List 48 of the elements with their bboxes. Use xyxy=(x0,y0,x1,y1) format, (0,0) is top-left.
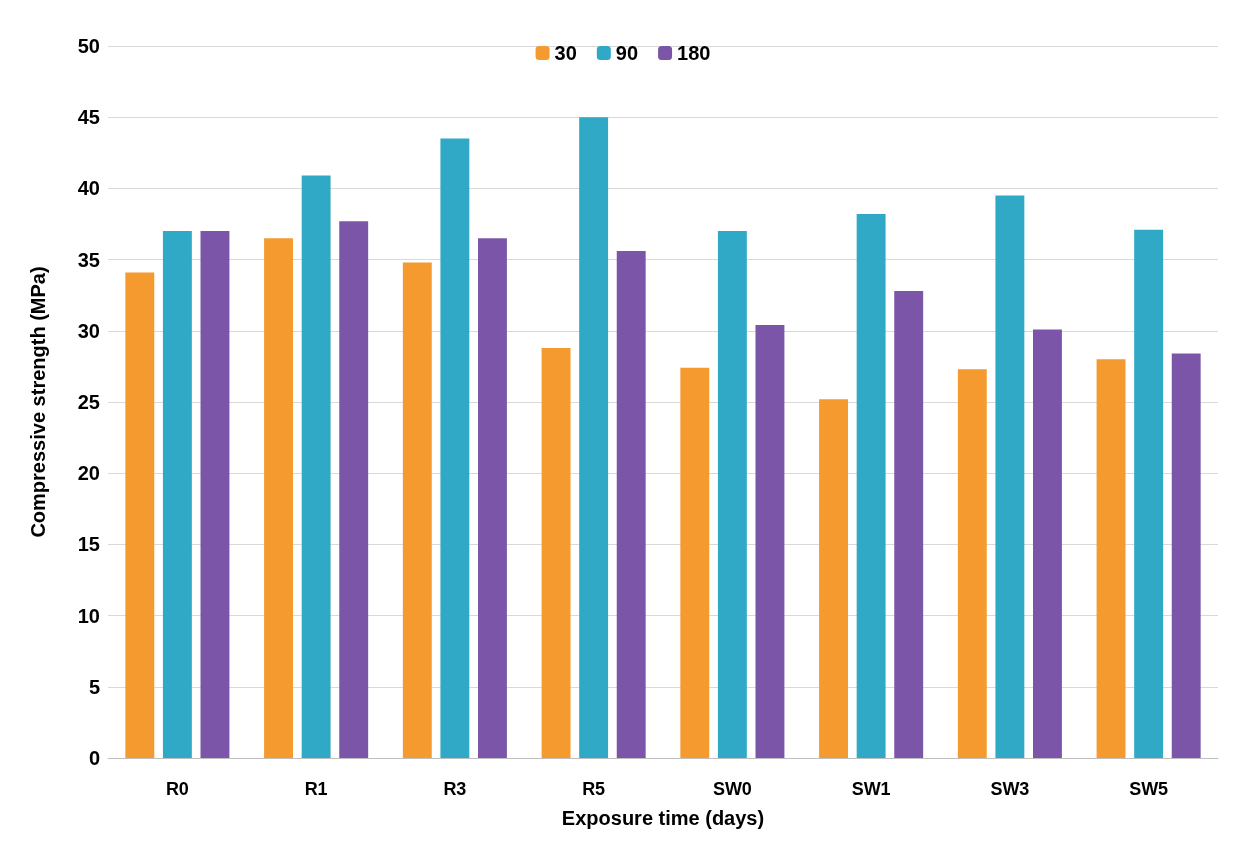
y-tick-label: 50 xyxy=(77,35,100,57)
y-tick-label: 35 xyxy=(77,248,100,271)
x-tick-label: R0 xyxy=(165,779,189,799)
x-axis-title: Exposure time (days) xyxy=(561,807,765,829)
bar xyxy=(478,238,507,758)
bar xyxy=(995,195,1025,758)
bar xyxy=(440,138,470,758)
y-tick-label: 10 xyxy=(77,604,100,627)
y-tick-label: 5 xyxy=(88,675,100,698)
y-tick-label: 45 xyxy=(77,106,100,129)
x-tick-label: SW1 xyxy=(851,779,891,799)
bar xyxy=(264,238,293,758)
y-tick-label: 25 xyxy=(77,391,100,413)
y-tick-label: 40 xyxy=(77,177,100,200)
bar xyxy=(1033,329,1062,758)
bar xyxy=(339,221,369,758)
bar xyxy=(200,231,230,758)
legend-label: 30 xyxy=(554,42,577,64)
y-tick-label: 20 xyxy=(77,462,100,485)
x-tick-label: R3 xyxy=(443,779,467,799)
x-tick-label: SW5 xyxy=(1129,779,1169,799)
x-tick-label: SW0 xyxy=(712,779,752,799)
y-tick-label: 0 xyxy=(88,747,100,769)
bar xyxy=(717,231,747,758)
bar xyxy=(755,325,785,758)
bar xyxy=(957,369,987,758)
bar xyxy=(680,367,710,758)
bar xyxy=(819,399,848,758)
bar xyxy=(1171,353,1201,758)
legend-label: 180 xyxy=(677,42,711,64)
bar xyxy=(402,262,432,758)
bar xyxy=(856,214,886,758)
x-tick-label: R5 xyxy=(582,779,606,799)
bar xyxy=(579,117,609,758)
bar xyxy=(894,290,924,758)
y-tick-label: 30 xyxy=(77,319,100,342)
bar xyxy=(1134,229,1164,758)
bar xyxy=(301,175,331,758)
y-tick-label: 15 xyxy=(77,533,100,556)
legend-label: 90 xyxy=(615,42,639,64)
bar xyxy=(1096,359,1126,758)
bar xyxy=(541,347,571,758)
y-axis-title: Compressive strength (MPa) xyxy=(27,266,49,538)
bar xyxy=(125,272,155,758)
bar xyxy=(616,251,646,758)
bar xyxy=(162,231,192,758)
x-tick-label: R1 xyxy=(304,779,328,799)
x-tick-label: SW3 xyxy=(990,779,1030,799)
